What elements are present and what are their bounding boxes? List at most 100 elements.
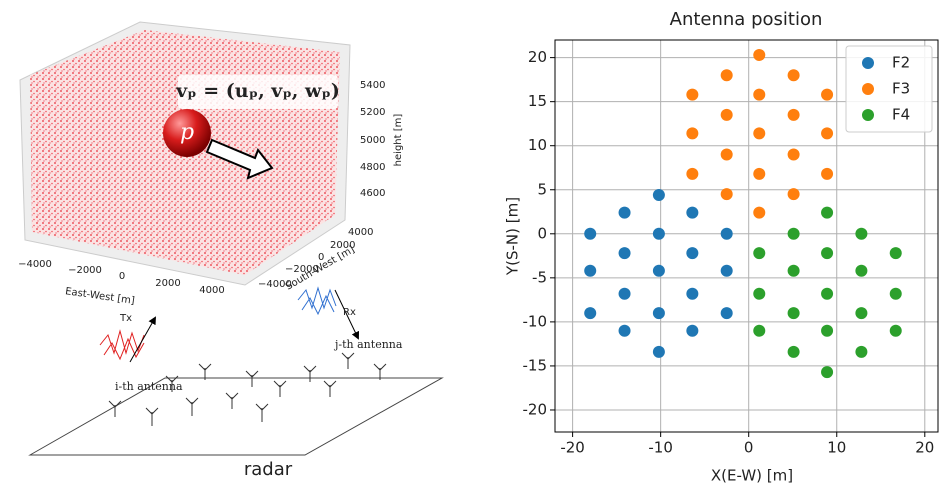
point bbox=[821, 287, 834, 300]
point bbox=[753, 88, 766, 101]
point bbox=[686, 88, 699, 101]
point bbox=[787, 148, 800, 161]
point bbox=[889, 324, 902, 337]
x-tick: 2000 bbox=[155, 278, 180, 289]
formula-box bbox=[178, 75, 338, 109]
x-axis-label: X(E-W) [m] bbox=[711, 467, 793, 485]
tx-wave bbox=[99, 329, 145, 361]
point bbox=[720, 148, 733, 161]
point bbox=[855, 345, 868, 358]
scatter-chart: Antenna position X(E-W) [m] Y(S-N) [m] -… bbox=[504, 9, 939, 485]
y-tick-label: 10 bbox=[528, 136, 547, 154]
x-tick-label: -10 bbox=[648, 439, 673, 457]
z-tick: 5200 bbox=[360, 107, 385, 118]
point bbox=[889, 247, 902, 260]
point bbox=[720, 69, 733, 82]
point bbox=[584, 264, 597, 277]
point bbox=[821, 127, 834, 140]
point bbox=[855, 264, 868, 277]
radar-diagram bbox=[28, 286, 444, 456]
point bbox=[618, 206, 631, 219]
x-tick: −4000 bbox=[18, 259, 52, 270]
point bbox=[753, 324, 766, 337]
point bbox=[821, 366, 834, 379]
x-tick-label: 20 bbox=[915, 439, 934, 457]
rx-wave bbox=[297, 286, 337, 316]
point bbox=[787, 307, 800, 320]
tx-arrow bbox=[129, 316, 156, 363]
point bbox=[753, 287, 766, 300]
y-axis-label: Y(S-N) [m] bbox=[504, 197, 522, 276]
y-tick-label: 20 bbox=[528, 48, 547, 66]
legend-label: F4 bbox=[892, 106, 910, 124]
point bbox=[821, 206, 834, 219]
rx-arrow bbox=[334, 289, 360, 340]
point bbox=[686, 287, 699, 300]
y-tick-label: 0 bbox=[537, 224, 547, 242]
point bbox=[787, 108, 800, 121]
point bbox=[821, 167, 834, 180]
z-tick: 5000 bbox=[360, 135, 385, 146]
legend-box bbox=[845, 45, 933, 133]
point bbox=[584, 227, 597, 240]
y-tick: 2000 bbox=[330, 240, 355, 251]
point bbox=[686, 324, 699, 337]
legend-marker bbox=[862, 109, 874, 121]
point bbox=[686, 167, 699, 180]
point bbox=[720, 307, 733, 320]
y-tick: 0 bbox=[318, 252, 324, 263]
point bbox=[618, 287, 631, 300]
legend-marker bbox=[862, 57, 874, 69]
point bbox=[652, 307, 665, 320]
y-tick: −2000 bbox=[285, 264, 319, 275]
x-tick-label: 0 bbox=[744, 439, 754, 457]
point bbox=[787, 345, 800, 358]
y-tick-label: -5 bbox=[532, 268, 547, 286]
particle-label: p bbox=[180, 120, 194, 145]
y-tick-label: -15 bbox=[523, 356, 548, 374]
x-tick-label: 10 bbox=[827, 439, 846, 457]
z-tick: 4600 bbox=[360, 188, 385, 199]
point bbox=[753, 167, 766, 180]
tx-label: Tx bbox=[119, 313, 132, 324]
point bbox=[889, 287, 902, 300]
point bbox=[720, 227, 733, 240]
formula: vₚ = (uₚ, vₚ, wₚ) bbox=[175, 80, 340, 102]
legend-label: F2 bbox=[892, 54, 910, 72]
scatter-3d-panel: vₚ = (uₚ, vₚ, wₚ) p 5400 5200 5000 4800 … bbox=[18, 21, 404, 307]
point bbox=[855, 227, 868, 240]
ground-plane bbox=[28, 377, 444, 456]
point bbox=[855, 307, 868, 320]
point bbox=[686, 206, 699, 219]
point bbox=[720, 264, 733, 277]
y-tick: 4000 bbox=[348, 227, 373, 238]
point bbox=[787, 188, 800, 201]
y-tick-label: -10 bbox=[523, 312, 548, 330]
point bbox=[720, 108, 733, 121]
z-label: height [m] bbox=[393, 114, 404, 167]
point bbox=[821, 88, 834, 101]
y-tick: −4000 bbox=[258, 279, 292, 290]
z-tick: 4800 bbox=[360, 162, 385, 173]
legend-label: F3 bbox=[892, 80, 910, 98]
x-tick: −2000 bbox=[68, 265, 102, 276]
rx-label: Rx bbox=[343, 307, 356, 318]
point bbox=[787, 264, 800, 277]
antennas bbox=[108, 352, 387, 426]
point bbox=[753, 127, 766, 140]
point bbox=[753, 206, 766, 219]
x-label: East-West [m] bbox=[64, 286, 135, 307]
velocity-arrow bbox=[205, 138, 274, 180]
point bbox=[753, 247, 766, 260]
point bbox=[787, 227, 800, 240]
y-tick-label: 15 bbox=[528, 92, 547, 110]
point bbox=[821, 247, 834, 260]
point bbox=[821, 324, 834, 337]
point bbox=[652, 264, 665, 277]
point bbox=[618, 247, 631, 260]
point bbox=[618, 324, 631, 337]
point bbox=[753, 48, 766, 61]
point bbox=[652, 345, 665, 358]
y-tick-label: 5 bbox=[537, 180, 547, 198]
